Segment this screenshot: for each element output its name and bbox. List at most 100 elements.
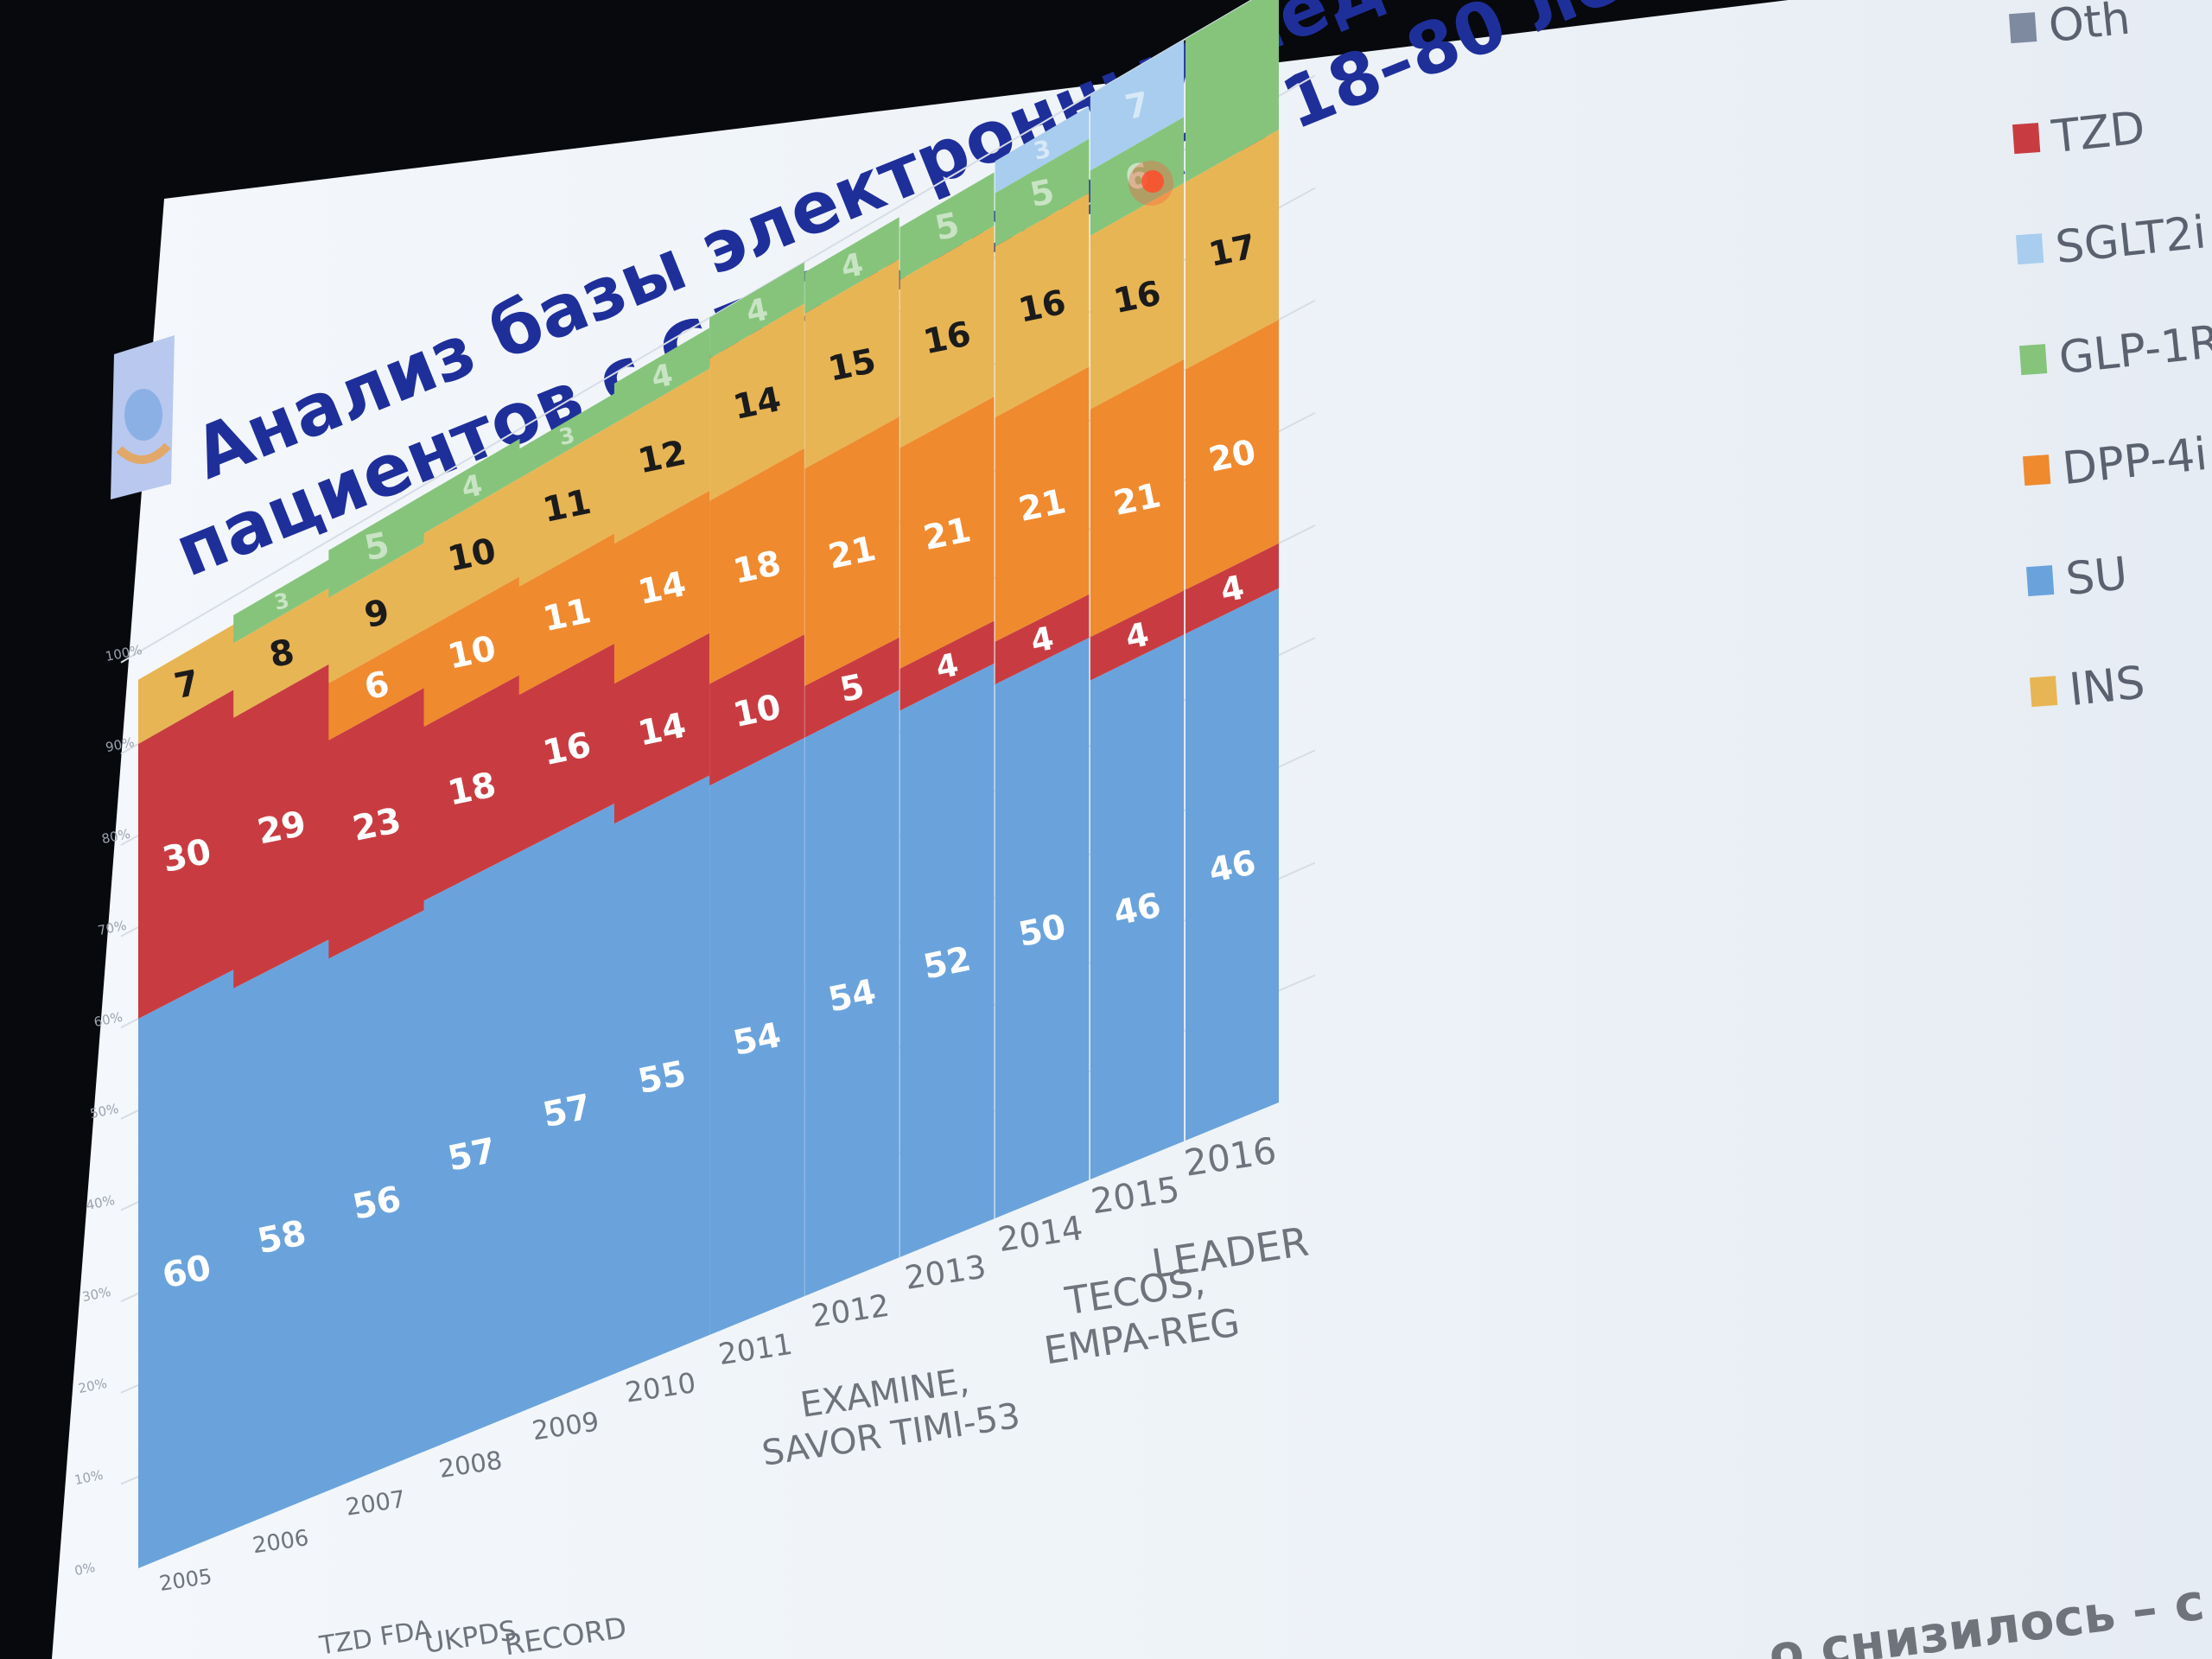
bar-segment-ins [423,478,520,631]
bar-segment-tzd [995,594,1090,685]
data-label: 15 [825,341,880,390]
data-label: 18 [444,765,499,813]
data-label: 23 [349,801,404,849]
data-label: 16 [920,315,975,362]
bar-segment-tzd [423,674,520,901]
bar-segment-ins [899,226,995,448]
bar-segment-ins [804,258,899,469]
bar-segment-tzd [709,634,804,786]
bar-segment-glp-1r [613,327,710,424]
bar-segment-glp-1r [328,493,425,598]
data-label: 16 [539,725,594,773]
bar-segment-su [995,637,1090,1218]
data-label: 52 [920,940,975,988]
bar-segment-su [518,803,615,1413]
bar-segment-tzd [1185,543,1279,634]
bar-segment-ins [1185,129,1279,370]
logo-hands-icon [111,335,175,499]
legend-item-ins: INS [2030,657,2147,716]
legend-swatch [2026,565,2055,597]
data-label: 50 [1015,907,1069,955]
bar-segment-su [328,910,425,1491]
legend-item-oth: Oth [2009,0,2133,53]
data-label: 57 [539,1087,594,1135]
bar-segment-tzd [804,637,899,738]
bar-segment-glp-1r [804,217,899,315]
data-label: 56 [349,1179,404,1228]
bars: 6030758298356236955718101045716111135514… [138,0,1279,1568]
bar-segment-glp-1r [1185,0,1279,182]
bar-segment-sglt2i [1090,40,1185,171]
bar-segment-glp-1r [233,559,330,644]
data-label: 14 [635,705,690,753]
data-label: 3 [556,423,576,451]
legend-swatch [2009,12,2037,44]
data-label: 11 [539,591,594,639]
bar-segment-dpp-4i [518,533,615,696]
data-label: 46 [1110,887,1164,934]
y-tick-label: 0% [73,1560,97,1579]
data-label: 3 [272,588,291,615]
bar-segment-su [613,775,710,1374]
bar-segment-su [423,851,520,1452]
data-label: 16 [1015,283,1069,331]
data-label: 14 [730,379,785,428]
bar-segment-tzd [613,632,710,824]
bar-segment-ins [233,588,330,718]
bar-segment-tzd [138,689,235,1019]
data-label: 12 [635,433,690,481]
legend-swatch [2030,676,2058,708]
data-label: 10 [730,687,785,735]
bar-segment-tzd [899,620,995,711]
bar-segment-dpp-4i [1090,359,1185,638]
bar-segment-ins [1090,182,1185,410]
data-label: 21 [920,511,975,558]
bar-segment-glp-1r [709,262,804,359]
bar-segment-dpp-4i [804,416,899,686]
bar-segment-glp-1r [995,138,1090,247]
bar-segment-sglt2i [995,105,1090,194]
data-label: 29 [254,804,309,852]
bar-segment-su [804,690,899,1296]
data-label: 54 [825,972,880,1020]
legend-label: Oth [2046,0,2133,53]
data-label: 57 [444,1131,499,1179]
data-label: 58 [254,1213,309,1262]
bar-segment-tzd [518,643,615,853]
bar-segment-ins [995,193,1090,418]
bar-segment-ins [518,423,615,587]
data-label: 17 [1205,227,1259,275]
data-label: 54 [730,1015,785,1064]
bar-segment-ins [613,368,710,544]
bar-segment-dpp-4i [613,490,710,684]
bar-segment-su [1185,588,1279,1141]
bar-segment-su [138,969,235,1568]
legend-swatch [2016,233,2044,265]
data-label: 16 [1110,274,1164,321]
bar-segment-dpp-4i [995,366,1090,642]
data-label: 30 [159,831,214,880]
bar-segment-glp-1r [1090,117,1185,236]
data-label: 60 [159,1247,214,1296]
data-label: 10 [444,628,499,677]
bar-segment-su [1090,634,1185,1179]
bar-segment-dpp-4i [709,448,804,684]
data-label: 21 [825,529,880,577]
laser-pointer-spot [1128,161,1173,206]
legend-swatch [2022,454,2051,486]
bar-segment-dpp-4i [899,396,995,669]
data-label: 14 [635,564,690,613]
bar-segment-ins [138,623,235,744]
legend-swatch [2012,123,2041,155]
data-label: 55 [635,1053,690,1102]
